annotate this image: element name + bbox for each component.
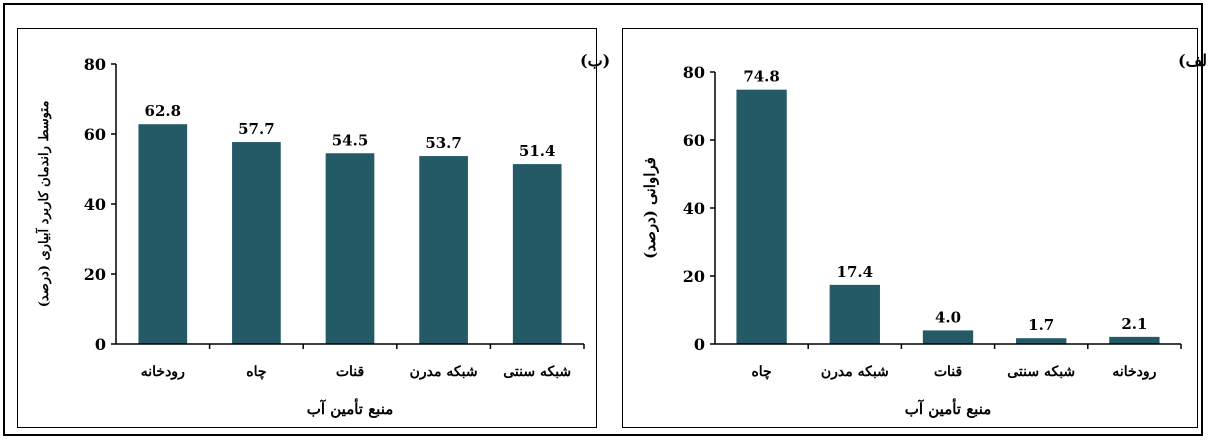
y-axis-label: متوسط راندمان کاربرد آبیاری (درصد): [35, 101, 52, 308]
data-label: 4.0: [935, 308, 961, 326]
data-label: 53.7: [425, 134, 462, 152]
x-tick-label: شبکه مدرن: [821, 364, 889, 380]
chart-panel-b: (ب) متوسط راندمان کاربرد آبیاری (درصد) م…: [17, 28, 610, 428]
bar: [419, 156, 468, 344]
data-label: 62.8: [145, 102, 182, 120]
data-label: 51.4: [519, 142, 556, 160]
data-label: 74.8: [743, 68, 780, 86]
panel-label: (الف): [1178, 51, 1208, 70]
data-label: 2.1: [1121, 315, 1147, 333]
y-axis-label: فراوانی (درصد): [641, 157, 659, 259]
bar: [1109, 336, 1160, 344]
bar: [232, 142, 281, 344]
data-label: 54.5: [332, 131, 369, 149]
x-tick-label: شبکه مدرن: [410, 364, 478, 380]
bar: [1016, 338, 1067, 344]
data-label: 17.4: [837, 263, 874, 281]
bar-chart-b: (ب) متوسط راندمان کاربرد آبیاری (درصد) م…: [35, 51, 610, 418]
y-tick-label: 40: [683, 199, 705, 218]
y-tick-label: 60: [84, 125, 106, 144]
y-tick-label: 0: [95, 335, 106, 354]
x-tick-label: رودخانه: [141, 364, 185, 380]
bar: [325, 153, 375, 344]
bar-chart-a: (الف) فراوانی (درصد) منبع تأمین آب 0 20 40…: [641, 51, 1208, 418]
x-tick-label: شبکه سنتی: [503, 364, 571, 380]
chart-panel-a: (الف) فراوانی (درصد) منبع تأمین آب 0 20 40…: [622, 28, 1208, 428]
y-tick-label: 0: [694, 335, 705, 354]
x-axis-label: منبع تأمین آب: [905, 398, 992, 418]
x-tick-label: رودخانه: [1112, 364, 1156, 380]
bar: [736, 89, 787, 345]
x-tick-label: شبکه سنتی: [1007, 364, 1075, 380]
y-tick-label: 40: [84, 195, 106, 214]
bar: [138, 124, 188, 344]
data-label: 57.7: [238, 120, 275, 138]
figure-frame: [3, 3, 1203, 436]
panel-label: (ب): [580, 51, 610, 70]
bar: [512, 164, 562, 344]
y-tick-label: 60: [683, 131, 705, 150]
x-tick-label: چاه: [246, 364, 266, 380]
x-tick-label: قنات: [336, 364, 364, 380]
y-tick-label: 20: [683, 267, 705, 286]
y-tick-label: 80: [84, 55, 106, 74]
bar: [922, 330, 974, 344]
data-label: 1.7: [1028, 316, 1054, 334]
y-tick-label: 20: [84, 265, 106, 284]
x-axis-label: منبع تأمین آب: [307, 398, 394, 418]
bar: [829, 284, 880, 344]
x-tick-label: قنات: [934, 364, 962, 380]
y-tick-label: 80: [683, 63, 705, 82]
x-tick-label: چاه: [751, 364, 771, 380]
